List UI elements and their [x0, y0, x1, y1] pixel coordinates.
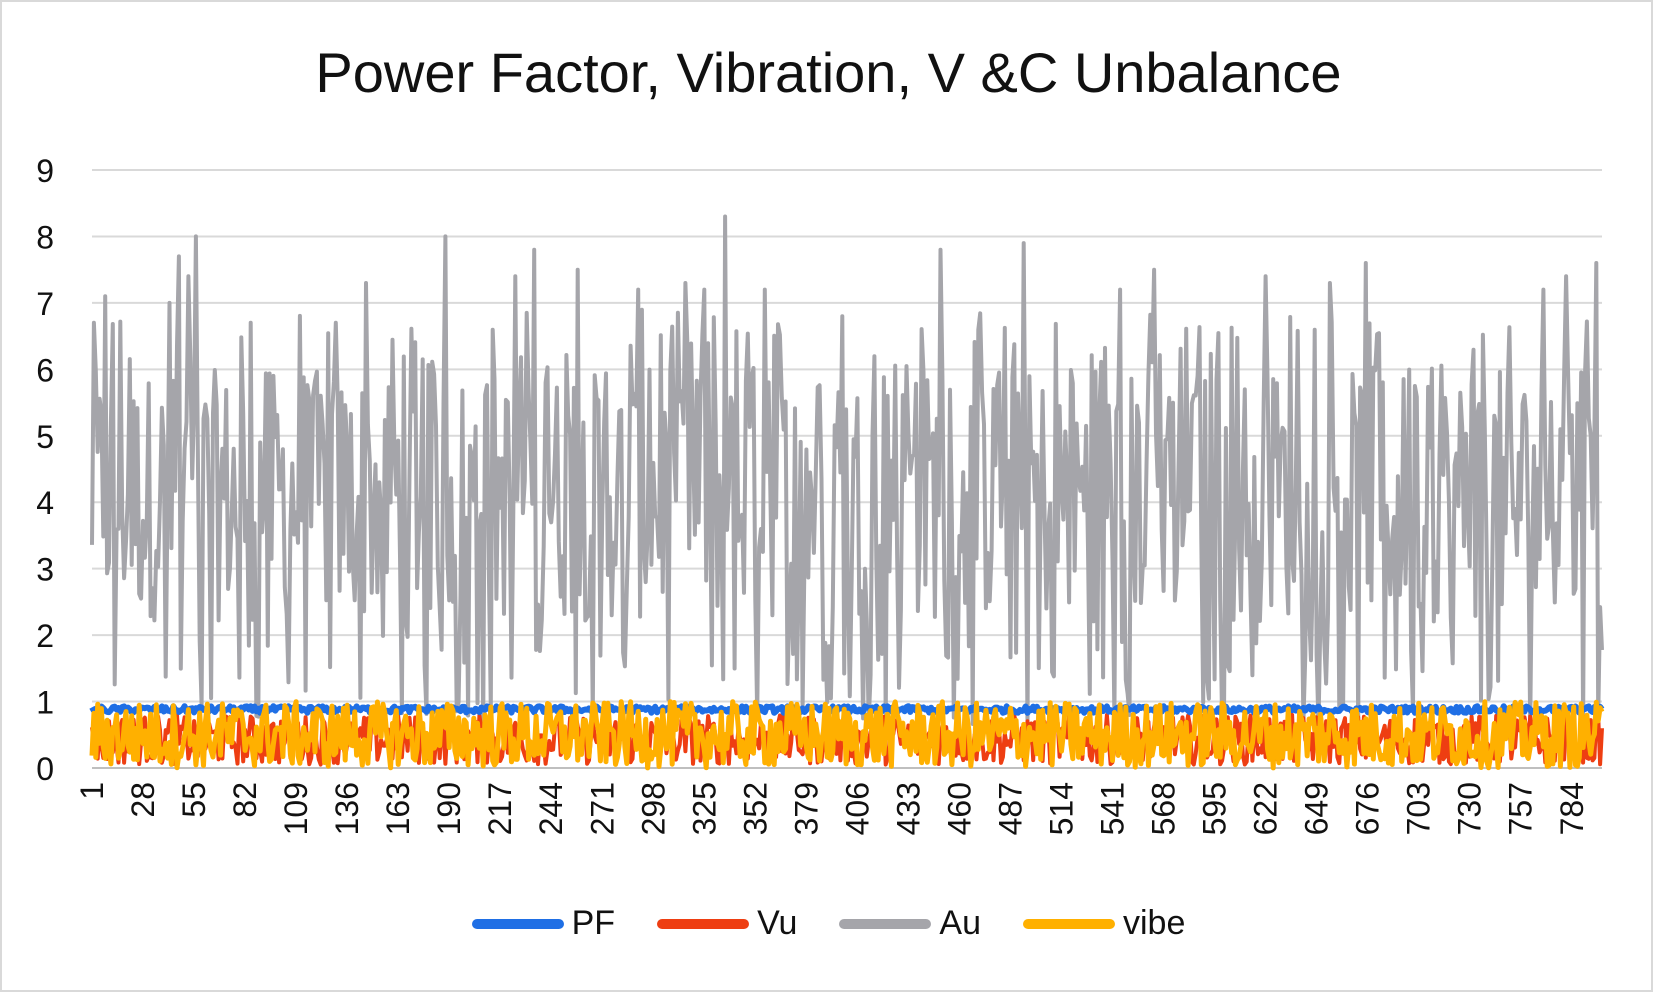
x-tick-label: 217: [482, 782, 518, 835]
x-tick-label: 55: [176, 782, 212, 818]
legend-label-pf: PF: [571, 904, 616, 942]
legend-swatch-pf: [471, 918, 564, 929]
x-tick-label: 271: [584, 782, 620, 835]
x-tick-label: 541: [1095, 782, 1131, 835]
x-tick-label: 487: [992, 782, 1028, 835]
legend-item-pf[interactable]: PF: [471, 904, 616, 943]
x-tick-label: 352: [737, 782, 773, 835]
legend: PF Vu Au vibe: [2, 904, 1653, 943]
legend-item-vu[interactable]: Vu: [657, 904, 797, 943]
series-lines: [89, 214, 1605, 771]
x-tick-labels: 1 28 55 82 109 136 163 190 217 244 271 298 325 352 379…: [74, 782, 1590, 835]
x-tick-label: 595: [1197, 782, 1233, 835]
y-tick-label: 3: [36, 552, 54, 588]
x-tick-label: 325: [686, 782, 722, 835]
series-line-au: [90, 214, 1604, 730]
x-tick-label: 757: [1503, 782, 1539, 835]
legend-label-au: Au: [939, 904, 981, 942]
legend-swatch-vibe: [1023, 918, 1115, 929]
y-tick-label: 2: [36, 618, 54, 654]
x-tick-label: 82: [227, 782, 263, 818]
x-tick-label: 109: [278, 782, 314, 835]
x-tick-label: 136: [329, 782, 365, 835]
x-tick-label: 622: [1248, 782, 1284, 835]
x-tick-label: 568: [1146, 782, 1182, 835]
x-tick-label: 190: [431, 782, 467, 835]
series-line-vibe: [89, 699, 1605, 771]
y-tick-label: 5: [36, 419, 54, 455]
y-tick-labels: 0 1 2 3 4 5 6 7 8 9: [36, 153, 54, 787]
x-tick-label: 730: [1452, 782, 1488, 835]
x-tick-label: 244: [533, 782, 569, 835]
y-tick-label: 9: [36, 153, 54, 189]
legend-label-vu: Vu: [757, 904, 798, 942]
x-tick-label: 649: [1299, 782, 1335, 835]
chart-title: Power Factor, Vibration, V &C Unbalance: [315, 41, 1342, 104]
x-tick-label: 676: [1350, 782, 1386, 835]
legend-swatch-vu: [657, 918, 750, 929]
x-tick-label: 406: [839, 782, 875, 835]
x-tick-label: 163: [380, 782, 416, 835]
x-tick-label: 1: [74, 782, 110, 800]
x-tick-label: 379: [788, 782, 824, 835]
y-tick-label: 1: [36, 685, 54, 721]
legend-swatch-au: [839, 918, 932, 929]
x-tick-label: 703: [1401, 782, 1437, 835]
x-tick-label: 784: [1554, 782, 1590, 835]
x-tick-label: 514: [1043, 782, 1079, 835]
x-tick-label: 460: [941, 782, 977, 835]
legend-item-vibe[interactable]: vibe: [1023, 904, 1185, 943]
y-tick-label: 4: [36, 485, 54, 521]
x-tick-label: 433: [890, 782, 926, 835]
legend-item-au[interactable]: Au: [839, 904, 981, 943]
x-tick-label: 28: [125, 782, 161, 818]
y-tick-label: 0: [36, 751, 54, 787]
y-tick-label: 6: [36, 352, 54, 388]
y-tick-label: 8: [36, 219, 54, 255]
y-tick-label: 7: [36, 286, 54, 322]
legend-label-vibe: vibe: [1123, 904, 1186, 942]
x-tick-label: 298: [635, 782, 671, 835]
